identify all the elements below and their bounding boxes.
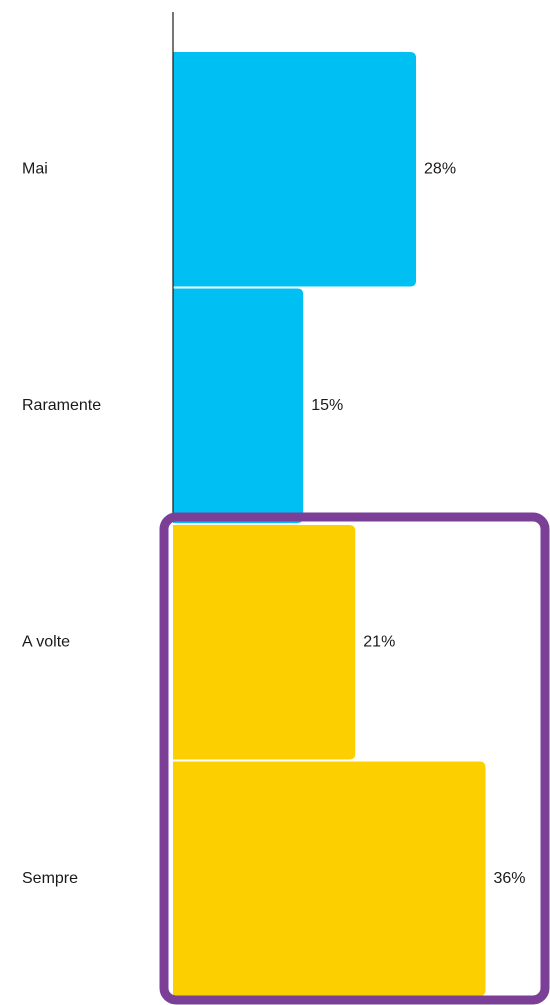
category-label-mai: Mai [22, 160, 48, 177]
bar-mai [173, 52, 417, 287]
bar-raramente [173, 288, 304, 523]
value-label-a-volte: 21% [363, 633, 395, 650]
bars-layer [173, 52, 486, 996]
value-label-raramente: 15% [311, 397, 343, 414]
labels-layer: Mai 28% Raramente 15% A volte 21% Sempre 36% [22, 160, 526, 887]
value-label-mai: 28% [424, 160, 456, 177]
highlight-box [159, 512, 550, 1005]
bar-sempre [173, 761, 486, 996]
category-label-raramente: Raramente [22, 397, 101, 414]
category-label-a-volte: A volte [22, 633, 70, 650]
category-label-sempre: Sempre [22, 870, 78, 887]
value-label-sempre: 36% [493, 870, 525, 887]
bar-a-volte [173, 525, 356, 760]
